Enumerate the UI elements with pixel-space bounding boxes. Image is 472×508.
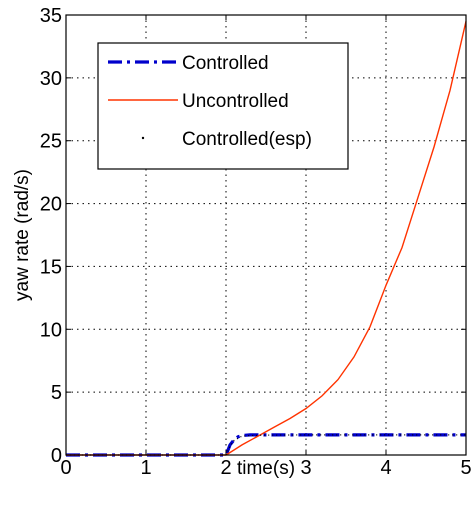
x-tick-label: 0 — [60, 457, 71, 479]
x-tick-label: 1 — [140, 457, 151, 479]
x-tick-label: 5 — [460, 457, 471, 479]
legend: Controlled Uncontrolled Controlled(esp) — [97, 42, 349, 170]
y-tick-label: 0 — [51, 445, 62, 467]
y-tick-label: 20 — [40, 194, 62, 216]
legend-label: Controlled — [182, 53, 269, 74]
x-tick-label: 4 — [380, 457, 391, 479]
y-tick-label: 25 — [40, 131, 62, 153]
y-tick-label: 35 — [40, 5, 62, 27]
x-axis-label: time(s) — [237, 458, 295, 479]
legend-box — [97, 42, 349, 170]
y-tick-label: 10 — [40, 319, 62, 341]
y-tick-label: 30 — [40, 68, 62, 90]
x-tick-label: 3 — [300, 457, 311, 479]
y-tick-label: 5 — [51, 382, 62, 404]
legend-label: Uncontrolled — [182, 91, 289, 112]
legend-swatch — [141, 136, 145, 140]
series-line-uncontrolled — [66, 21, 467, 456]
y-tick-label: 15 — [40, 256, 62, 278]
axis-ticks — [65, 14, 467, 456]
legend-label: Controlled(esp) — [182, 129, 312, 150]
x-tick-label: 2 — [220, 457, 231, 479]
tick-labels: 0 1 2 3 4 5 0 5 10 15 20 25 30 35 — [40, 5, 472, 479]
y-axis-label: yaw rate (rad/s) — [12, 169, 33, 301]
plot-frame — [65, 14, 467, 456]
